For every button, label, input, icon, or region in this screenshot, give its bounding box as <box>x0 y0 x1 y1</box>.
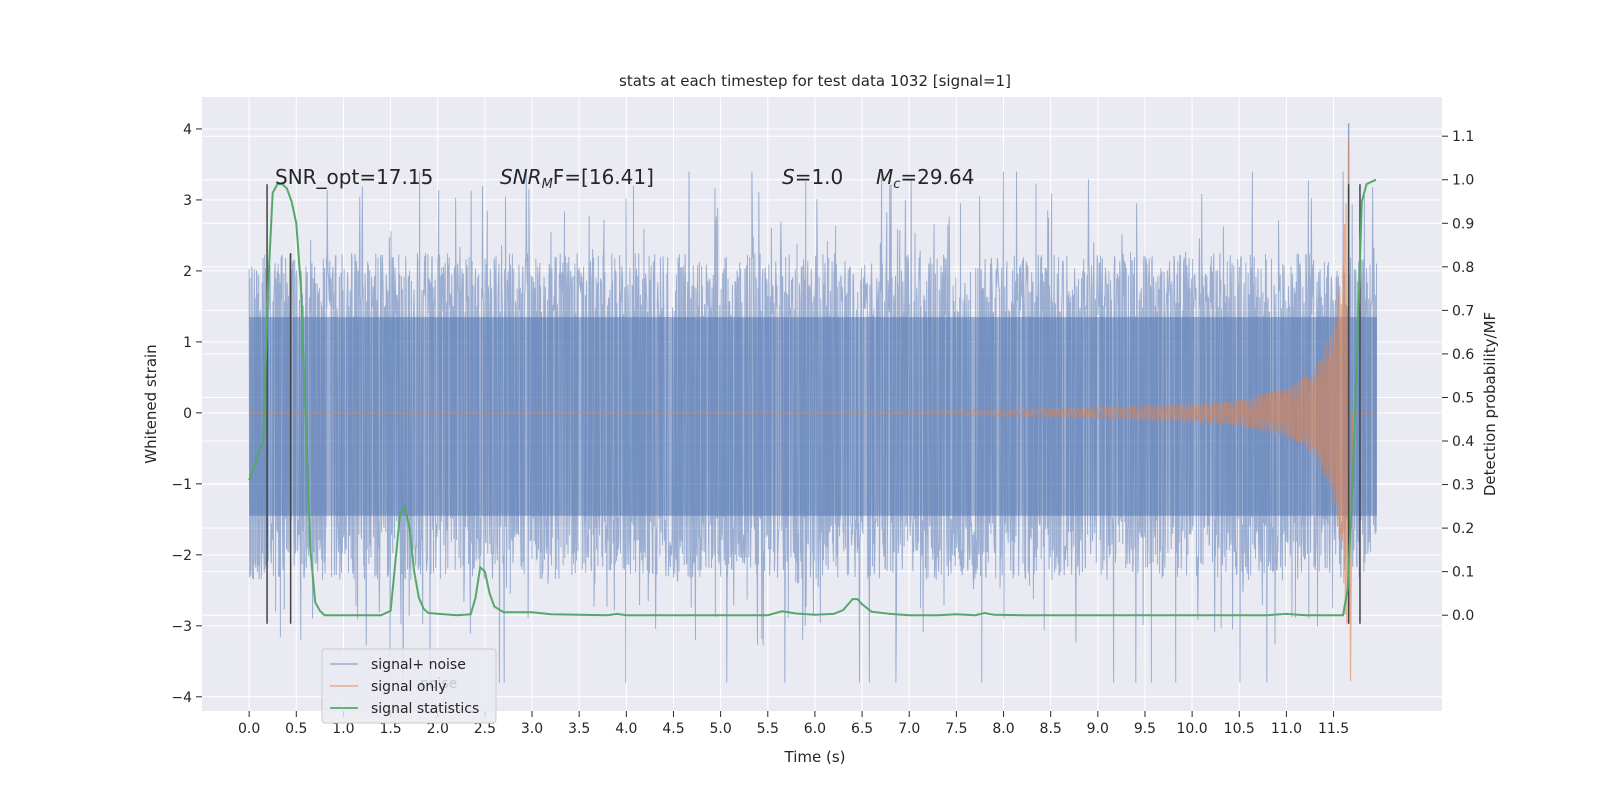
x-tick-label: 0.0 <box>238 721 260 737</box>
x-tick-label: 7.5 <box>945 721 967 737</box>
mc-label: M <box>876 165 893 189</box>
legend-label-signal: signal only <box>371 679 446 695</box>
snr-mf-rest: F=[16.41] <box>553 165 654 189</box>
x-tick-label: 6.5 <box>851 721 873 737</box>
y-right-tick-label: 0.9 <box>1452 216 1474 232</box>
y-left-tick-label: 4 <box>183 122 192 138</box>
y-left-tick-label: 2 <box>183 264 192 280</box>
x-tick-label: 4.0 <box>615 721 637 737</box>
y-left-tick-label: −2 <box>171 548 192 564</box>
x-tick-label: 9.0 <box>1087 721 1109 737</box>
y-right-tick-label: 0.7 <box>1452 303 1474 319</box>
y-left-tick-label: −1 <box>171 477 192 493</box>
signal-statistics-line <box>248 178 1377 617</box>
y-left-tick-label: −3 <box>171 619 192 635</box>
x-tick-label: 2.5 <box>474 721 496 737</box>
y-right-tick-label: 1.1 <box>1452 129 1474 145</box>
x-tick-label: 2.0 <box>427 721 449 737</box>
x-tick-label: 0.5 <box>285 721 307 737</box>
snr-opt-annotation: SNR_opt=17.15 <box>275 165 433 189</box>
signal-statistics-series <box>248 178 1377 617</box>
y-right-tick-label: 1.0 <box>1452 173 1474 189</box>
x-tick-label: 4.5 <box>662 721 684 737</box>
y-right-tick-label: 0.4 <box>1452 434 1474 450</box>
chart-title: stats at each timestep for test data 103… <box>619 72 1011 90</box>
x-tick-label: 3.0 <box>521 721 543 737</box>
snr-mf-sub: M <box>542 177 553 192</box>
signal-only-trace <box>249 139 1377 682</box>
signal-only-series <box>249 139 1377 682</box>
x-tick-label: 3.5 <box>568 721 590 737</box>
x-tick-label: 1.0 <box>332 721 354 737</box>
x-axis-ticks: 0.0 0.5 1.0 1.5 2.0 2.5 3.0 3.5 4.0 4.5 5.0 5.5 6.0 6… <box>238 711 1349 737</box>
y-right-tick-label: 0.1 <box>1452 565 1474 581</box>
legend-box <box>321 648 497 724</box>
x-tick-label: 10.0 <box>1177 721 1208 737</box>
mc-sub: c <box>893 177 900 192</box>
x-tick-label: 5.0 <box>709 721 731 737</box>
mc-annotation: Mc=29.64 <box>876 165 974 192</box>
y-axis-left-ticks: 4 3 2 1 0 −1 −2 −3 −4 <box>171 122 202 706</box>
legend: noise signal+ noise signal only signal s… <box>321 648 497 724</box>
x-tick-label: 6.0 <box>804 721 826 737</box>
mc-value: =29.64 <box>900 165 974 189</box>
x-tick-label: 11.5 <box>1318 721 1349 737</box>
snr-mf-annotation: SNRMF=[16.41] <box>500 165 654 192</box>
s-label: S <box>782 165 795 189</box>
x-tick-label: 9.5 <box>1134 721 1156 737</box>
y-left-tick-label: 3 <box>183 193 192 209</box>
s-value: =1.0 <box>795 165 844 189</box>
y-right-tick-label: 0.0 <box>1452 608 1474 624</box>
x-tick-label: 5.5 <box>757 721 779 737</box>
y-right-tick-label: 0.6 <box>1452 347 1474 363</box>
y-axis-right-label: Detection probability/MF <box>1481 312 1499 496</box>
y-right-tick-label: 0.8 <box>1452 260 1474 276</box>
noise-trace <box>248 171 1378 683</box>
y-right-tick-label: 0.3 <box>1452 478 1474 494</box>
y-right-tick-label: 0.5 <box>1452 390 1474 406</box>
x-tick-label: 11.0 <box>1271 721 1302 737</box>
x-tick-label: 1.5 <box>379 721 401 737</box>
x-tick-label: 8.0 <box>992 721 1014 737</box>
legend-label-noise: signal+ noise <box>371 657 466 673</box>
s-annotation: S=1.0 <box>782 165 843 189</box>
y-left-tick-label: 1 <box>183 335 192 351</box>
snr-mf-label: SNR <box>500 165 542 189</box>
x-tick-label: 8.5 <box>1040 721 1062 737</box>
legend-label-stats: signal statistics <box>371 701 479 717</box>
x-tick-label: 7.0 <box>898 721 920 737</box>
x-tick-label: 10.5 <box>1224 721 1255 737</box>
legend-ghost-text: noise <box>420 676 457 692</box>
y-axis-left-label: Whitened strain <box>142 344 160 463</box>
y-left-tick-label: −4 <box>171 690 192 706</box>
y-axis-right-ticks: 1.1 1.0 0.9 0.8 0.7 0.6 0.5 0.4 0.3 0.2 0.1 0.0 <box>1442 129 1474 624</box>
y-left-tick-label: 0 <box>183 406 192 422</box>
x-axis-label: Time (s) <box>784 748 846 766</box>
y-right-tick-label: 0.2 <box>1452 521 1474 537</box>
